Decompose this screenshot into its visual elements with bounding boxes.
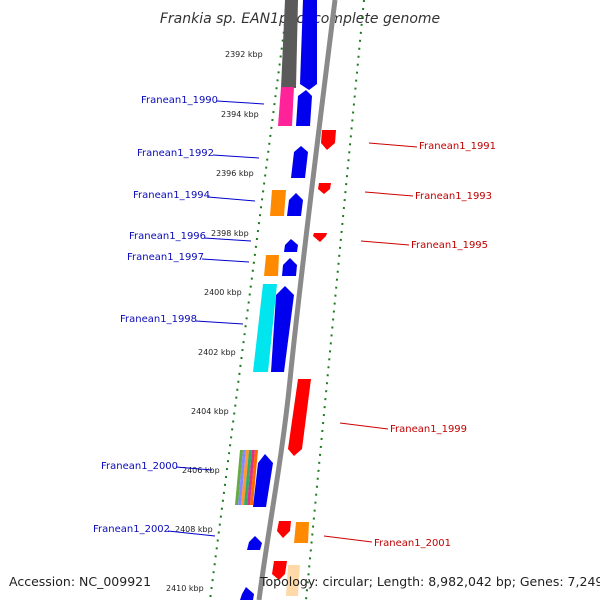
accession-label: Accession: NC_009921: [9, 574, 152, 589]
kbp-tick-label: 2406 kbp: [182, 466, 220, 475]
forward-gene-labels: Franean1_1990 Franean1_1992 Franean1_199…: [93, 95, 265, 537]
kbp-tick-label: 2400 kbp: [204, 288, 242, 297]
stripe-teal: [244, 450, 252, 505]
gene-fwd-8[interactable]: [253, 454, 273, 507]
leader-line: [323, 535, 373, 543]
gene-fwd-5[interactable]: [284, 239, 298, 252]
topology-label: Topology: circular; Length: 8,982,042 bp…: [260, 574, 600, 589]
dark-feature-region: [281, 0, 298, 88]
gene-label-fwd[interactable]: Franean1_1998: [120, 314, 197, 325]
gene-label-fwd[interactable]: Franean1_2000: [101, 461, 178, 472]
leader-line: [364, 191, 414, 197]
leader-line: [195, 320, 244, 325]
leader-line: [360, 240, 410, 246]
gene-fwd-3[interactable]: [291, 146, 308, 178]
gene-label-rev[interactable]: Franean1_1991: [419, 141, 496, 152]
gene-rev-3[interactable]: [313, 233, 327, 242]
inner-tick-track: [209, 0, 289, 600]
kbp-tick-label: 2394 kbp: [221, 110, 259, 119]
gene-rev-5[interactable]: [277, 521, 291, 538]
leader-line: [216, 100, 265, 105]
gene-rev-2[interactable]: [318, 183, 331, 194]
pink-feature[interactable]: [278, 87, 294, 126]
gene-fwd-4[interactable]: [287, 193, 303, 216]
gene-fwd-1[interactable]: [300, 0, 317, 90]
forward-genes: [240, 0, 317, 600]
kbp-tick-label: 2392 kbp: [225, 50, 263, 59]
gene-label-fwd[interactable]: Franean1_1996: [129, 231, 206, 242]
stripe-magenta: [247, 450, 255, 505]
gene-label-rev[interactable]: Franean1_1993: [415, 191, 492, 202]
stripe-orange: [241, 450, 249, 505]
outer-tick-track: [305, 0, 365, 600]
leader-line: [167, 530, 216, 537]
gene-label-fwd[interactable]: Franean1_1992: [137, 148, 214, 159]
other-features: [235, 87, 309, 596]
gene-fwd-9[interactable]: [247, 536, 262, 550]
map-title: Frankia sp. EAN1pec, complete genome: [160, 11, 440, 27]
kbp-tick-label: 2410 kbp: [166, 584, 204, 593]
tick-tracks: [209, 0, 365, 600]
stripe-orange-2: [250, 450, 258, 505]
gene-rev-4[interactable]: [288, 379, 311, 456]
reverse-genes: [272, 130, 336, 580]
kbp-tick-label: 2396 kbp: [216, 169, 254, 178]
gene-rev-6[interactable]: [272, 561, 287, 580]
gene-label-rev[interactable]: Franean1_1995: [411, 240, 488, 251]
reverse-gene-labels: Franean1_1991 Franean1_1993 Franean1_199…: [323, 141, 496, 549]
gene-label-fwd[interactable]: Franean1_1997: [127, 252, 204, 263]
kbp-tick-label: 2398 kbp: [211, 229, 249, 238]
gene-label-rev[interactable]: Franean1_2001: [374, 538, 451, 549]
leader-line: [207, 196, 256, 202]
gene-fwd-2[interactable]: [296, 90, 312, 126]
gene-label-fwd[interactable]: Franean1_1994: [133, 190, 210, 201]
orange-feature-1[interactable]: [270, 190, 286, 216]
leader-line: [175, 466, 213, 471]
leader-line: [368, 142, 418, 148]
kbp-tick-label: 2402 kbp: [198, 348, 236, 357]
genome-backbone: [256, 0, 338, 600]
gene-fwd-6[interactable]: [282, 258, 297, 276]
kbp-ticks: 2392 kbp 2394 kbp 2396 kbp 2398 kbp 2400…: [166, 50, 263, 593]
gene-rev-1[interactable]: [321, 130, 336, 150]
cyan-feature[interactable]: [253, 284, 277, 372]
leader-line: [212, 154, 260, 159]
leader-line: [201, 258, 250, 263]
orange-feature-3[interactable]: [294, 522, 309, 543]
leader-line: [339, 422, 389, 430]
stripe-green: [235, 450, 243, 505]
gene-label-rev[interactable]: Franean1_1999: [390, 424, 467, 435]
kbp-tick-label: 2408 kbp: [175, 525, 213, 534]
stripe-lavender: [238, 450, 246, 505]
gene-label-fwd[interactable]: Franean1_1990: [141, 95, 218, 106]
gene-label-fwd[interactable]: Franean1_2002: [93, 524, 170, 535]
orange-feature-2[interactable]: [264, 255, 279, 276]
gene-fwd-10[interactable]: [240, 587, 254, 600]
gene-fwd-7[interactable]: [271, 286, 294, 372]
multicolor-feature[interactable]: [235, 450, 258, 505]
peach-feature[interactable]: [286, 565, 300, 596]
kbp-tick-label: 2404 kbp: [191, 407, 229, 416]
leader-line: [203, 237, 252, 242]
